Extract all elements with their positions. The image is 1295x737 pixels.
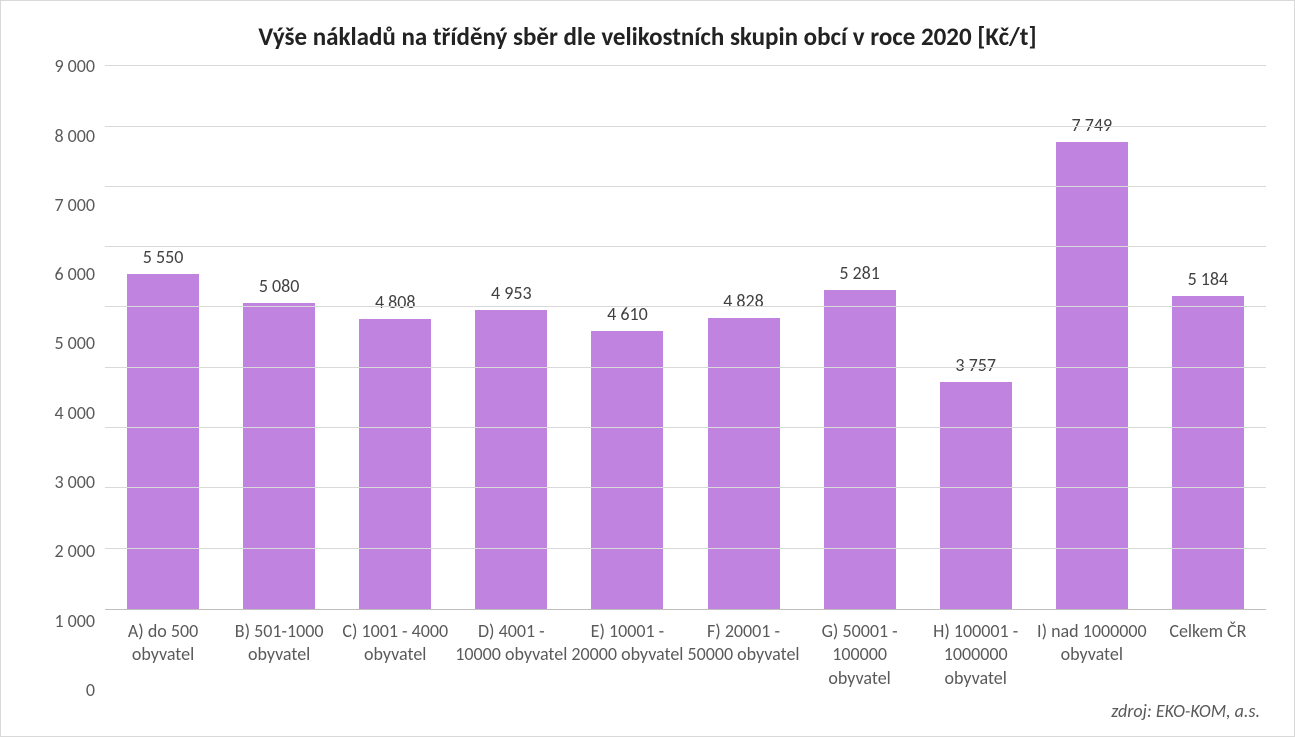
y-tick-label: 4 000 [54, 402, 95, 424]
bar-slot: 7 749 [1034, 66, 1150, 609]
x-tick-label: Celkem ČR [1150, 620, 1266, 690]
x-tick-label: D) 4001 - 10000 obyvatel [453, 620, 569, 690]
bar-value-label: 3 757 [955, 354, 996, 376]
bar [708, 318, 780, 609]
bar [359, 319, 431, 609]
bar-slot: 5 080 [221, 66, 337, 609]
x-tick-label: B) 501-1000 obyvatel [221, 620, 337, 690]
gridline [105, 367, 1266, 368]
bar-value-label: 5 184 [1188, 268, 1229, 290]
bar [243, 303, 315, 609]
bar-slot: 4 953 [453, 66, 569, 609]
x-tick-label: G) 50001 - 100000 obyvatel [802, 620, 918, 690]
bar-value-label: 5 550 [143, 246, 184, 268]
bar-slot: 4 610 [569, 66, 685, 609]
gridline [105, 306, 1266, 307]
y-tick-label: 3 000 [54, 471, 95, 493]
y-axis: 01 0002 0003 0004 0005 0006 0007 0008 00… [29, 66, 105, 690]
bar-value-label: 4 808 [375, 291, 416, 313]
bar [824, 290, 896, 608]
x-tick-label: A) do 500 obyvatel [105, 620, 221, 690]
gridline [105, 246, 1266, 247]
x-tick-label: E) 10001 - 20000 obyvatel [569, 620, 685, 690]
bar-value-label: 5 281 [839, 262, 880, 284]
y-tick-label: 8 000 [54, 125, 95, 147]
bar-value-label: 4 828 [723, 290, 764, 312]
y-tick-label: 1 000 [54, 610, 95, 632]
x-tick-label: I) nad 1000000 obyvatel [1034, 620, 1150, 690]
bar-value-label: 4 953 [491, 282, 532, 304]
bar [1172, 296, 1244, 609]
x-axis: A) do 500 obyvatelB) 501-1000 obyvatelC)… [105, 610, 1266, 690]
bar [127, 274, 199, 609]
gridline [105, 186, 1266, 187]
y-tick-label: 2 000 [54, 540, 95, 562]
bar-slot: 5 184 [1150, 66, 1266, 609]
bar-slot: 5 550 [105, 66, 221, 609]
gridline [105, 487, 1266, 488]
x-tick-label: H) 100001 - 1000000 obyvatel [918, 620, 1034, 690]
chart-title: Výše nákladů na tříděný sběr dle velikos… [29, 21, 1266, 52]
gridline [105, 126, 1266, 127]
chart-source: zdroj: EKO-KOM, a.s. [29, 690, 1266, 722]
y-tick-label: 0 [86, 679, 95, 701]
bar [475, 310, 547, 609]
bar-slot: 4 828 [685, 66, 801, 609]
bar [1056, 142, 1128, 609]
plot-column: 5 550 5 080 4 808 4 953 4 610 4 828 5 281 3 757… [105, 66, 1266, 690]
gridline [105, 427, 1266, 428]
x-tick-label: C) 1001 - 4000 obyvatel [337, 620, 453, 690]
chart-container: Výše nákladů na tříděný sběr dle velikos… [0, 0, 1295, 737]
gridline [105, 65, 1266, 66]
y-tick-label: 7 000 [54, 194, 95, 216]
bars-group: 5 550 5 080 4 808 4 953 4 610 4 828 5 281 3 757… [105, 66, 1266, 609]
gridline [105, 548, 1266, 549]
y-tick-label: 9 000 [54, 55, 95, 77]
plot-area: 5 550 5 080 4 808 4 953 4 610 4 828 5 281 3 757… [105, 66, 1266, 610]
plot-wrapper: 01 0002 0003 0004 0005 0006 0007 0008 00… [29, 66, 1266, 690]
bar-slot: 4 808 [337, 66, 453, 609]
y-tick-label: 5 000 [54, 332, 95, 354]
x-tick-label: F) 20001 - 50000 obyvatel [685, 620, 801, 690]
bar [591, 331, 663, 609]
bar [940, 382, 1012, 608]
y-tick-label: 6 000 [54, 263, 95, 285]
bar-slot: 5 281 [802, 66, 918, 609]
bar-value-label: 5 080 [259, 275, 300, 297]
bar-slot: 3 757 [918, 66, 1034, 609]
